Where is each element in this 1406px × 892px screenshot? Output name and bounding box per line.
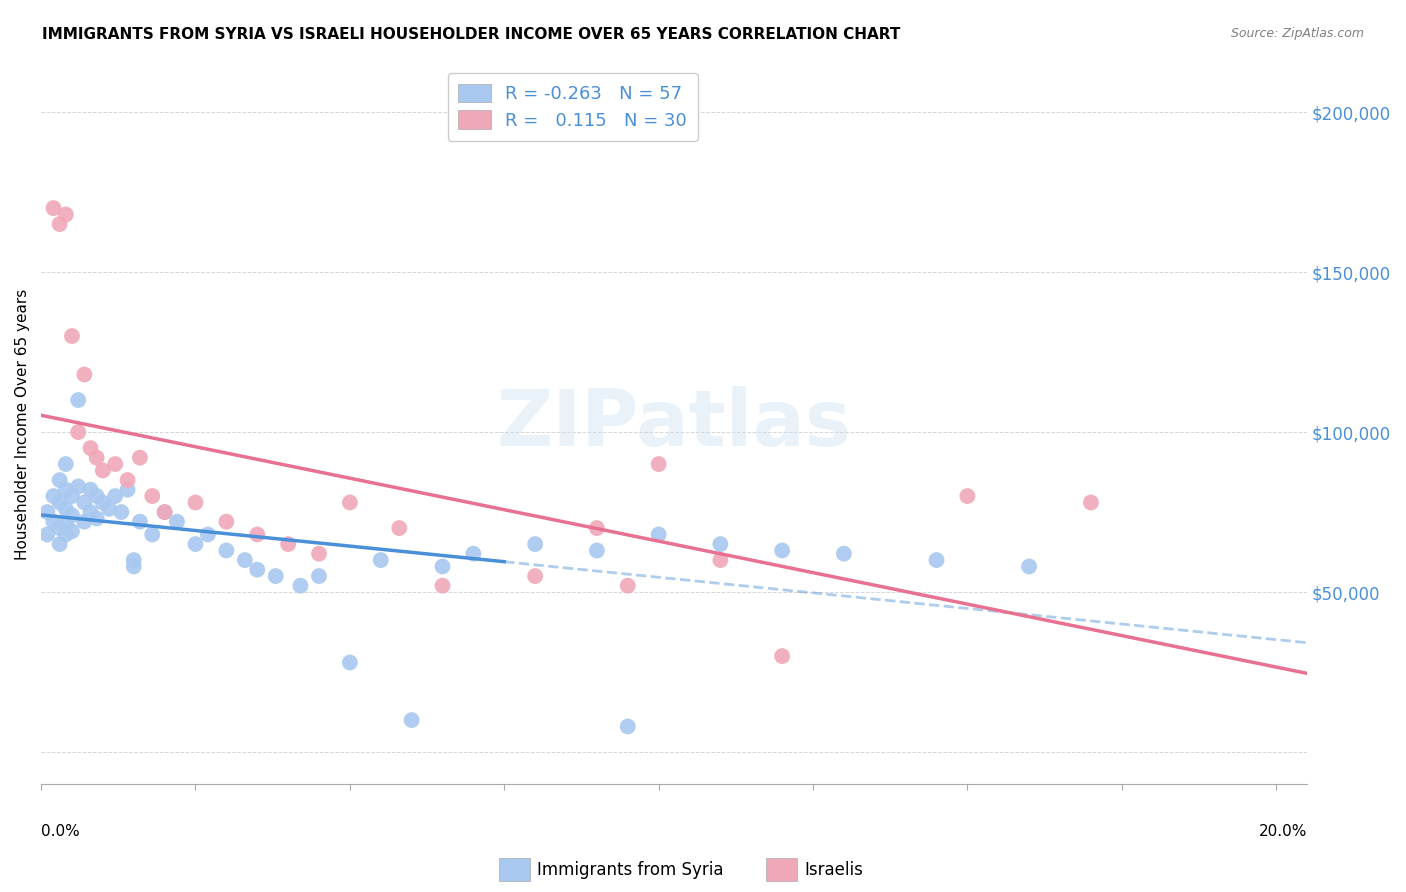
Point [1080, 495, 1102, 509]
Point [55, 457, 77, 471]
Point [73, 495, 96, 509]
Point [91, 495, 114, 509]
Point [770, 543, 793, 558]
Point [184, 537, 207, 551]
Point [153, 505, 176, 519]
Point [55, 207, 77, 221]
Point [153, 505, 176, 519]
Text: ZIPatlas: ZIPatlas [496, 386, 852, 462]
Point [925, 553, 948, 567]
Point [215, 515, 238, 529]
Point [79, 505, 101, 519]
Point [129, 515, 152, 529]
Point [141, 489, 163, 503]
Point [60, 329, 83, 343]
Point [48, 521, 70, 535]
Point [37, 527, 59, 541]
Point [48, 495, 70, 509]
Point [308, 547, 330, 561]
Point [55, 483, 77, 497]
Point [197, 527, 219, 541]
Point [60, 508, 83, 523]
Point [388, 521, 411, 535]
Point [37, 505, 59, 519]
Point [91, 463, 114, 477]
Point [129, 450, 152, 465]
Point [42, 489, 65, 503]
Point [141, 527, 163, 541]
Point [86, 450, 108, 465]
Point [48, 537, 70, 551]
Point [1018, 559, 1040, 574]
Y-axis label: Householder Income Over 65 years: Householder Income Over 65 years [15, 288, 30, 559]
Point [67, 393, 90, 408]
Point [86, 489, 108, 503]
Text: 20.0%: 20.0% [1258, 823, 1308, 838]
Point [117, 483, 139, 497]
Point [616, 719, 638, 733]
Text: IMMIGRANTS FROM SYRIA VS ISRAELI HOUSEHOLDER INCOME OVER 65 YEARS CORRELATION CH: IMMIGRANTS FROM SYRIA VS ISRAELI HOUSEHO… [42, 27, 901, 42]
Point [166, 515, 188, 529]
Point [55, 527, 77, 541]
Point [42, 201, 65, 215]
Point [709, 537, 731, 551]
Text: Israelis: Israelis [804, 861, 863, 879]
Text: 0.0%: 0.0% [41, 823, 80, 838]
Point [104, 457, 127, 471]
Point [233, 553, 256, 567]
Point [55, 501, 77, 516]
Point [647, 457, 669, 471]
Point [184, 495, 207, 509]
Point [339, 495, 361, 509]
Point [432, 559, 454, 574]
Point [117, 473, 139, 487]
Point [770, 649, 793, 664]
Point [73, 368, 96, 382]
Point [110, 505, 132, 519]
Point [308, 569, 330, 583]
Point [67, 425, 90, 439]
Point [215, 543, 238, 558]
Point [73, 515, 96, 529]
Point [401, 713, 423, 727]
Point [586, 543, 609, 558]
Point [339, 656, 361, 670]
Point [60, 524, 83, 539]
Point [463, 547, 485, 561]
Point [104, 489, 127, 503]
Point [616, 579, 638, 593]
Point [264, 569, 287, 583]
Point [48, 473, 70, 487]
Point [122, 559, 145, 574]
Legend: R = -0.263   N = 57, R =   0.115   N = 30: R = -0.263 N = 57, R = 0.115 N = 30 [447, 73, 697, 141]
Point [524, 569, 547, 583]
Point [370, 553, 392, 567]
Point [432, 579, 454, 593]
Point [79, 483, 101, 497]
Point [277, 537, 299, 551]
Point [42, 515, 65, 529]
Point [246, 527, 269, 541]
Point [956, 489, 979, 503]
Point [98, 501, 121, 516]
Point [290, 579, 312, 593]
Point [832, 547, 855, 561]
Point [122, 553, 145, 567]
Point [60, 489, 83, 503]
Point [48, 217, 70, 231]
Point [67, 479, 90, 493]
Point [524, 537, 547, 551]
Point [709, 553, 731, 567]
Text: Source: ZipAtlas.com: Source: ZipAtlas.com [1230, 27, 1364, 40]
Point [647, 527, 669, 541]
Point [79, 441, 101, 455]
Point [246, 563, 269, 577]
Text: Immigrants from Syria: Immigrants from Syria [537, 861, 724, 879]
Point [586, 521, 609, 535]
Point [86, 511, 108, 525]
Point [55, 517, 77, 532]
